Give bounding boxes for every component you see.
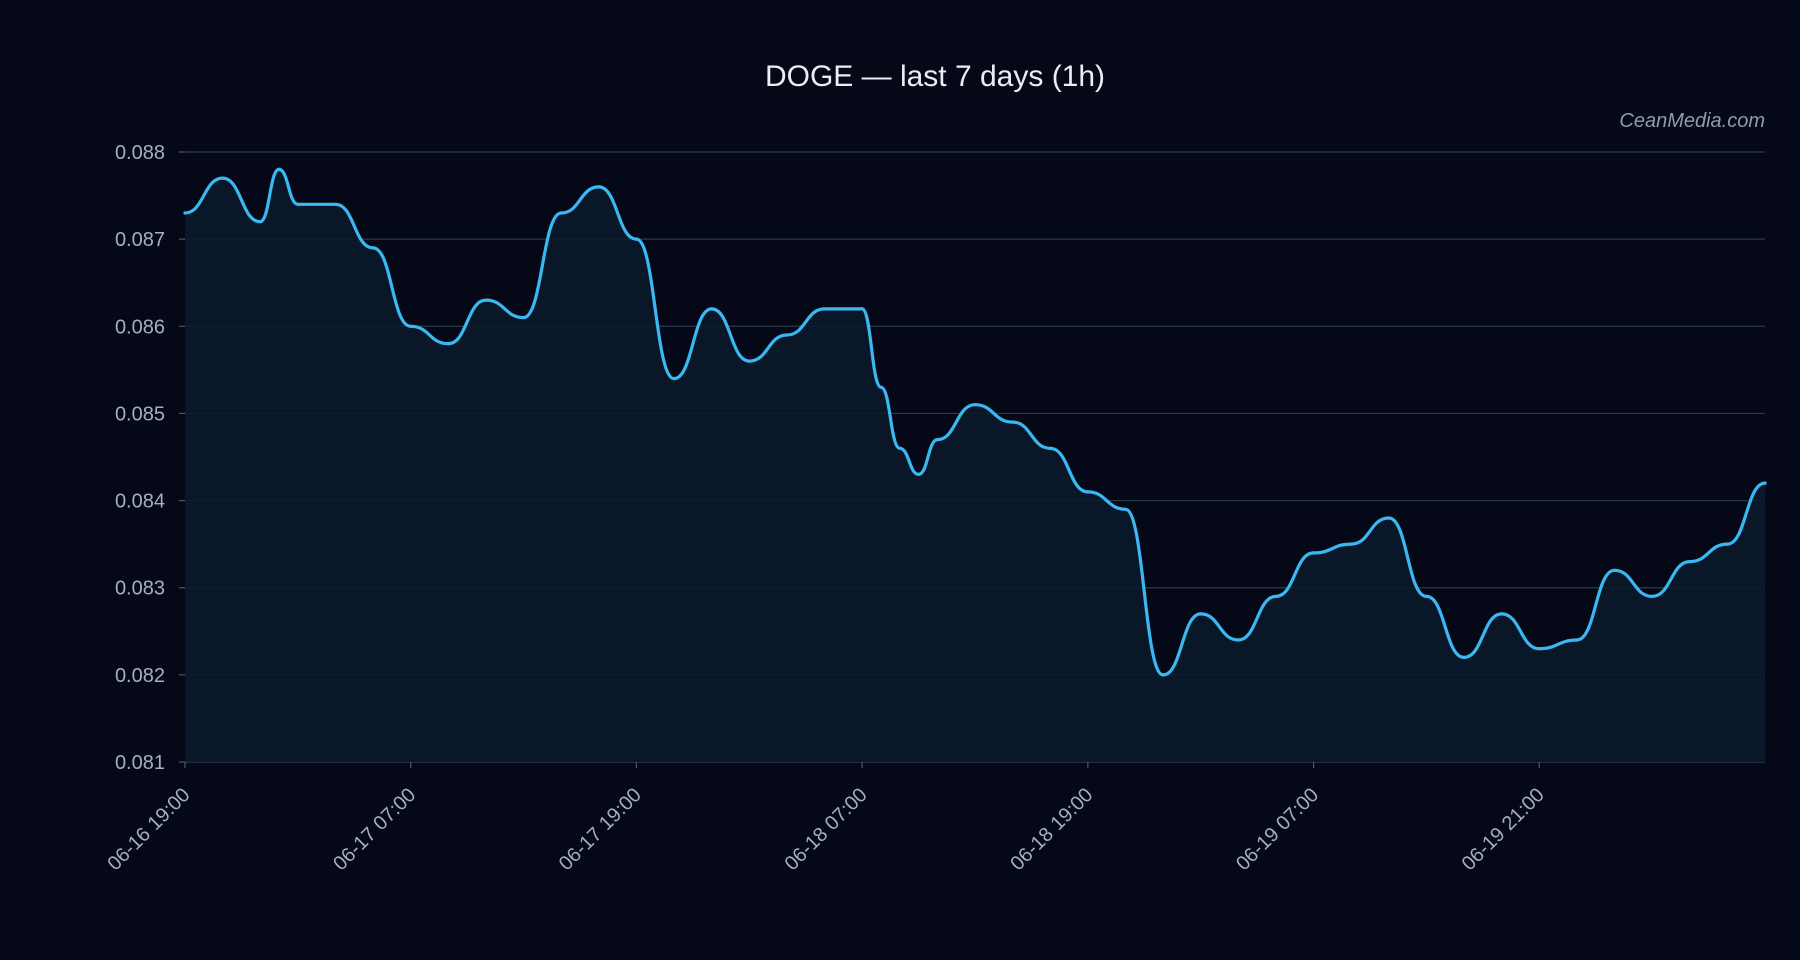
data-point <box>1161 673 1165 677</box>
y-tick-label: 0.082 <box>115 665 165 687</box>
data-point <box>484 298 488 302</box>
y-tick-label: 0.086 <box>115 316 165 338</box>
y-tick-label: 0.087 <box>115 229 165 251</box>
data-point <box>672 377 676 381</box>
x-axis: 06-16 19:00 06-17 07:00 06-17 19:00 06-18 0… <box>103 762 1549 875</box>
data-point <box>634 237 639 241</box>
y-tick-label: 0.084 <box>115 491 165 513</box>
data-point <box>597 185 601 189</box>
data-point <box>747 359 751 363</box>
data-point <box>1274 594 1278 599</box>
data-point <box>935 438 940 442</box>
data-point <box>1048 446 1052 450</box>
data-point <box>277 167 281 171</box>
y-tick-label: 0.085 <box>115 403 165 425</box>
data-point <box>1199 612 1203 616</box>
x-tick-label: 06-17 19:00 <box>555 784 646 875</box>
x-tick-label: 06-16 19:00 <box>103 784 194 875</box>
data-point <box>1575 638 1579 642</box>
data-point <box>1011 420 1015 424</box>
data-point <box>221 176 225 180</box>
data-point <box>1688 560 1692 564</box>
series-layer <box>183 167 1767 677</box>
x-tick-label: 06-18 07:00 <box>781 784 872 875</box>
data-point <box>333 202 338 206</box>
chart-title: DOGE — last 7 days (1h) <box>765 60 1105 93</box>
data-point <box>1462 655 1466 660</box>
data-point <box>1236 638 1240 642</box>
data-point <box>559 211 563 215</box>
data-point <box>1424 594 1428 599</box>
x-tick-label: 06-18 19:00 <box>1006 784 1097 875</box>
watermark: CeanMedia.com <box>1619 110 1765 132</box>
series-line <box>183 167 1767 677</box>
data-point <box>1349 542 1353 546</box>
data-point <box>258 220 262 224</box>
y-tick-label: 0.083 <box>115 578 165 600</box>
data-point <box>1537 647 1541 651</box>
data-point <box>409 324 413 328</box>
data-point <box>973 403 977 407</box>
x-tick-label: 06-17 07:00 <box>329 784 420 875</box>
area-fill-layer <box>185 169 1765 762</box>
y-tick-label: 0.088 <box>115 142 165 164</box>
y-tick-label: 0.081 <box>115 752 165 774</box>
data-point <box>879 385 883 389</box>
y-axis: 0.081 0.082 0.083 0.084 0.085 0.086 0.087 0.088 <box>115 142 185 774</box>
data-point <box>898 446 902 450</box>
data-point <box>371 246 375 250</box>
data-point <box>296 202 300 206</box>
data-point <box>1312 551 1316 555</box>
data-point <box>183 211 187 215</box>
data-point <box>446 342 450 346</box>
data-point <box>917 472 921 476</box>
data-point <box>1650 594 1654 599</box>
x-tick-label: 06-19 07:00 <box>1232 784 1323 875</box>
data-point <box>1086 490 1090 494</box>
data-point <box>1725 542 1729 546</box>
x-tick-label: 06-19 21:00 <box>1458 784 1549 875</box>
data-point <box>1500 612 1504 616</box>
data-point <box>860 307 864 311</box>
data-point <box>710 307 714 311</box>
data-point <box>1612 568 1617 572</box>
data-point <box>1123 507 1128 511</box>
data-point <box>1763 481 1767 485</box>
data-point <box>822 307 827 311</box>
series-area <box>185 169 1765 762</box>
data-point <box>522 316 526 320</box>
data-point <box>785 333 789 337</box>
data-point <box>1387 516 1391 520</box>
